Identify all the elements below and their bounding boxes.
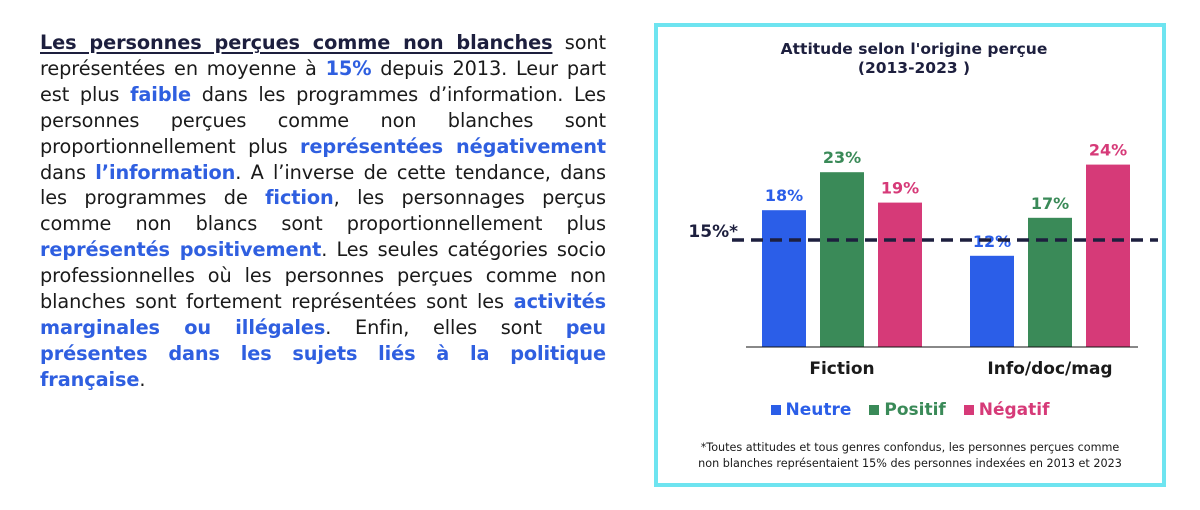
legend-item: Positif <box>869 400 946 420</box>
data-label: 18% <box>765 186 803 205</box>
highlight-information: l’information <box>95 160 236 184</box>
description-paragraph: Les personnes perçues comme non blanches… <box>40 30 606 393</box>
chart-title: Attitude selon l'origine perçue <box>781 40 1048 58</box>
bar-positif-fiction <box>820 172 864 347</box>
bar-positif-info <box>1028 217 1072 347</box>
data-label: 12% <box>973 232 1011 251</box>
chart-footnote: *Toutes attitudes et tous genres confond… <box>658 440 1162 472</box>
category-label: Fiction <box>809 359 874 379</box>
bar-chart: Attitude selon l'origine perçue (2013-20… <box>688 40 1158 379</box>
footnote-line: *Toutes attitudes et tous genres confond… <box>700 441 1120 454</box>
highlight-positive: représentés positivement <box>40 238 322 262</box>
paragraph-text: dans <box>40 160 96 184</box>
paragraph-text: depuis 2013. Leur part est plus <box>40 56 606 106</box>
paragraph-text: sont représentées en moyenne à <box>40 31 606 80</box>
data-label: 24% <box>1089 141 1127 160</box>
paragraph-text: dans les programmes d’in­formation <box>191 82 558 106</box>
paragraph-text: . <box>139 367 146 391</box>
legend-swatch <box>869 405 880 415</box>
legend-label: Négatif <box>978 400 1050 420</box>
highlight-marginal: activités marginales ou illégales <box>40 290 606 339</box>
category-label: Info/doc/mag <box>987 359 1112 379</box>
paragraph-text: . Enfin, elles sont <box>325 315 566 339</box>
data-label: 23% <box>823 148 861 167</box>
legend-label: Positif <box>884 400 946 420</box>
data-label: 17% <box>1031 194 1069 213</box>
paragraph-text: . A l’inverse de cette tendance, dans le… <box>40 160 606 210</box>
paragraph-text: , les personnages perçus comme non blanc… <box>40 186 606 236</box>
chart-panel: Attitude selon l'origine perçue (2013-20… <box>654 23 1166 487</box>
paragraph-text: . Les seules catégories socio profession… <box>40 238 606 314</box>
chart-legend: Neutre Positif Négatif <box>658 400 1162 420</box>
bar-neutre-info <box>970 255 1014 347</box>
highlight-negative: représen­tées négativement <box>300 134 607 158</box>
legend-swatch <box>770 405 781 415</box>
data-label: 19% <box>881 179 919 198</box>
paragraph-lead: Les personnes perçues comme non blanches <box>40 31 553 54</box>
bar-négatif-fiction <box>878 202 922 347</box>
legend-swatch <box>963 405 974 415</box>
bar-neutre-fiction <box>762 210 806 347</box>
legend-item: Neutre <box>770 400 852 420</box>
chart-subtitle: (2013-2023 ) <box>858 59 970 77</box>
footnote-line: non blanches représentaient 15% des pers… <box>698 457 1122 470</box>
legend-label: Neutre <box>785 400 852 420</box>
highlight-politics: peu présentes dans les sujets liés à la … <box>40 315 606 391</box>
bar-négatif-info <box>1086 164 1130 347</box>
reference-label: 15%* <box>688 222 738 242</box>
highlight-faible: faible <box>130 82 192 106</box>
highlight-fiction: fiction <box>265 186 334 210</box>
paragraph-text: . Les personnes perçues comme non blanch… <box>40 82 606 158</box>
legend-item: Négatif <box>963 400 1050 420</box>
highlight-share: 15% <box>325 56 372 80</box>
